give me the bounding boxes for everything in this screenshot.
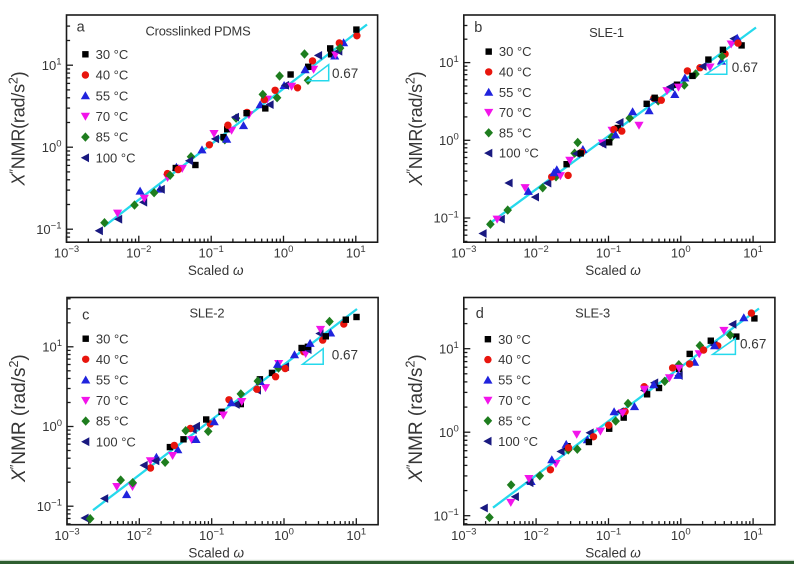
svg-text:Scaled ω: Scaled ω (188, 546, 244, 561)
svg-text:X″NMR(rad/s2): X″NMR(rad/s2) (6, 72, 28, 187)
svg-text:55 °C: 55 °C (498, 373, 531, 388)
svg-text:X″NMR (rad/s2): X″NMR (rad/s2) (404, 354, 427, 483)
svg-text:70 °C: 70 °C (96, 393, 129, 408)
svg-text:70 °C: 70 °C (499, 105, 532, 120)
svg-text:X″NMR(rad/s2): X″NMR(rad/s2) (404, 72, 426, 187)
svg-text:85 °C: 85 °C (96, 414, 129, 429)
svg-text:55 °C: 55 °C (96, 88, 129, 103)
svg-text:30 °C: 30 °C (96, 47, 129, 62)
svg-text:100 °C: 100 °C (498, 434, 538, 449)
svg-text:30 °C: 30 °C (499, 44, 532, 59)
svg-text:85 °C: 85 °C (499, 125, 532, 140)
svg-text:0.67: 0.67 (732, 60, 758, 75)
svg-text:40 °C: 40 °C (498, 352, 531, 367)
svg-text:a: a (77, 20, 86, 36)
svg-text:30 °C: 30 °C (498, 332, 531, 347)
svg-text:SLE-1: SLE-1 (589, 25, 624, 40)
svg-text:0.67: 0.67 (740, 337, 766, 352)
svg-text:40 °C: 40 °C (96, 352, 129, 367)
svg-text:Scaled ω: Scaled ω (585, 546, 641, 561)
svg-text:X″NMR (rad/s2): X″NMR (rad/s2) (7, 354, 30, 483)
svg-text:0.67: 0.67 (332, 66, 358, 81)
svg-text:85 °C: 85 °C (96, 130, 129, 145)
svg-text:SLE-2: SLE-2 (189, 306, 224, 321)
svg-text:70 °C: 70 °C (96, 109, 129, 124)
svg-text:30 °C: 30 °C (96, 331, 129, 346)
svg-text:0.67: 0.67 (332, 348, 358, 363)
svg-text:40 °C: 40 °C (96, 68, 129, 83)
svg-text:Scaled ω: Scaled ω (188, 263, 244, 278)
svg-text:70 °C: 70 °C (498, 393, 531, 408)
svg-text:55 °C: 55 °C (96, 373, 129, 388)
svg-text:100 °C: 100 °C (96, 434, 136, 449)
svg-text:c: c (82, 308, 89, 324)
svg-text:100 °C: 100 °C (499, 146, 539, 161)
svg-text:b: b (474, 20, 482, 36)
svg-text:55 °C: 55 °C (499, 85, 532, 100)
svg-text:40 °C: 40 °C (499, 65, 532, 80)
svg-text:85 °C: 85 °C (498, 413, 531, 428)
svg-text:d: d (476, 306, 484, 322)
svg-text:SLE-3: SLE-3 (575, 305, 610, 320)
svg-text:100 °C: 100 °C (96, 150, 136, 165)
svg-text:Crosslinked PDMS: Crosslinked PDMS (146, 24, 251, 39)
svg-text:Scaled ω: Scaled ω (585, 263, 641, 278)
